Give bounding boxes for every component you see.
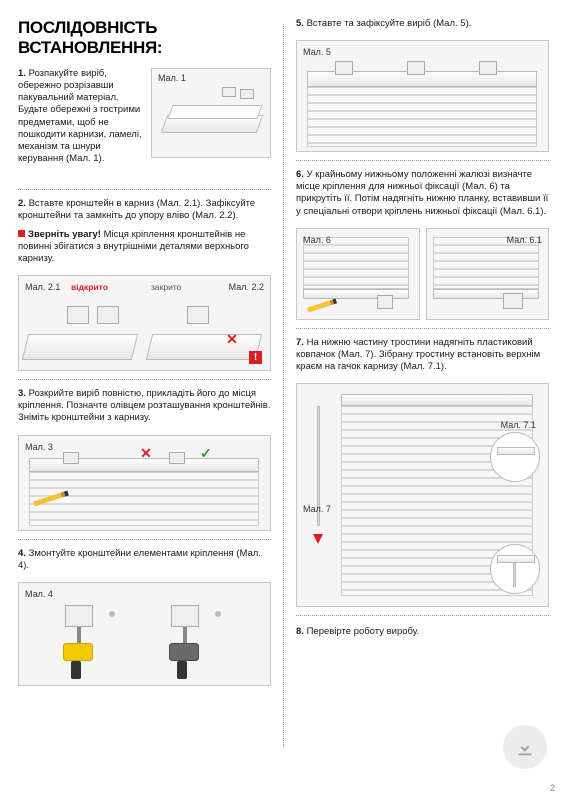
step-5-num: 5. [296,18,304,29]
figure-6-label: Мал. 6 [303,235,331,245]
step-2-warning: Зверніть увагу! Місця кріплення кронштей… [18,229,271,265]
step-5-text: 5. Вставте та зафіксуйте виріб (Мал. 5). [296,18,549,30]
step-7-text: 7. На нижню частину тростини надягніть п… [296,337,549,373]
page-title: ПОСЛІДОВНІСТЬ ВСТАНОВЛЕННЯ: [18,18,271,58]
cap-icon [313,534,323,544]
figure-21-label: Мал. 2.1 [25,282,60,292]
open-label: відкрито [71,282,108,292]
step-6-text: 6. У крайньому нижньому положенні жалюзі… [296,169,549,218]
step-1-row: 1. Розпакуйте виріб, обережно розрізавши… [18,68,271,171]
step-1-num: 1. [18,68,26,79]
figure-3-label: Мал. 3 [25,442,53,452]
figure-2: Мал. 2.1 відкрито закрито Мал. 2.2 ✕ ! [18,275,271,371]
exclamation-icon: ! [249,351,262,364]
step-2-text: 2. Вставте кронштейн в карниз (Мал. 2.1)… [18,198,271,222]
figure-6-row: Мал. 6 Мал. 6.1 [296,228,549,320]
x-mark-icon-2: ✕ [139,446,153,460]
step-7-body: На нижню частину тростини надягніть плас… [296,337,540,372]
figure-4: Мал. 4 [18,582,271,686]
step-4-body: Змонтуйте кронштейни елементами кріпленн… [18,548,261,571]
step-6-body: У крайньому нижньому положенні жалюзі ви… [296,169,548,216]
right-column: 5. Вставте та зафіксуйте виріб (Мал. 5).… [284,18,549,787]
figure-5-label: Мал. 5 [303,47,331,57]
step-4-num: 4. [18,548,26,559]
warning-icon [18,230,25,237]
step-1-text: 1. Розпакуйте виріб, обережно розрізавши… [18,68,143,165]
step-6-num: 6. [296,169,304,180]
figure-3: Мал. 3 ✕ ✓ [18,435,271,531]
divider-3 [18,539,271,540]
figure-5: Мал. 5 [296,40,549,152]
step-4-text: 4. Змонтуйте кронштейни елементами кріпл… [18,548,271,572]
check-icon: ✓ [199,446,213,460]
divider-6 [296,328,549,329]
step-2-num: 2. [18,198,26,209]
step-7-num: 7. [296,337,304,348]
step-5-body: Вставте та зафіксуйте виріб (Мал. 5). [307,18,472,29]
step-8-num: 8. [296,626,304,637]
divider-5 [296,160,549,161]
step-8-body: Перевірте роботу виробу. [307,626,420,637]
figure-4-label: Мал. 4 [25,589,53,599]
download-overlay-icon[interactable] [503,725,547,769]
page-root: ПОСЛІДОВНІСТЬ ВСТАНОВЛЕННЯ: 1. Розпакуйт… [0,0,565,799]
step-3-body: Розкрийте виріб повністю, прикладіть йог… [18,388,270,423]
page-number: 2 [550,783,555,793]
figure-6: Мал. 6 [296,228,420,320]
step-8-text: 8. Перевірте роботу виробу. [296,626,549,638]
figure-7: Мал. 7.1 Мал. 7 [296,383,549,607]
figure-61: Мал. 6.1 [426,228,550,320]
x-mark-icon: ✕ [225,332,239,346]
figure-71-label: Мал. 7.1 [501,420,536,430]
step-1-body: Розпакуйте виріб, обережно розрізавши па… [18,68,142,164]
step-3-num: 3. [18,388,26,399]
left-column: ПОСЛІДОВНІСТЬ ВСТАНОВЛЕННЯ: 1. Розпакуйт… [18,18,283,787]
closed-label: закрито [151,282,181,292]
step-2-body: Вставте кронштейн в карниз (Мал. 2.1). З… [18,198,255,221]
divider-2 [18,379,271,380]
step-3-text: 3. Розкрийте виріб повністю, прикладіть … [18,388,271,424]
divider-7 [296,615,549,616]
figure-1-label: Мал. 1 [158,73,186,83]
divider-1 [18,189,271,190]
figure-22-label: Мал. 2.2 [229,282,264,292]
figure-7-label: Мал. 7 [303,504,331,514]
warning-label: Зверніть увагу! [28,229,101,240]
figure-61-label: Мал. 6.1 [507,235,542,245]
figure-1: Мал. 1 [151,68,271,158]
